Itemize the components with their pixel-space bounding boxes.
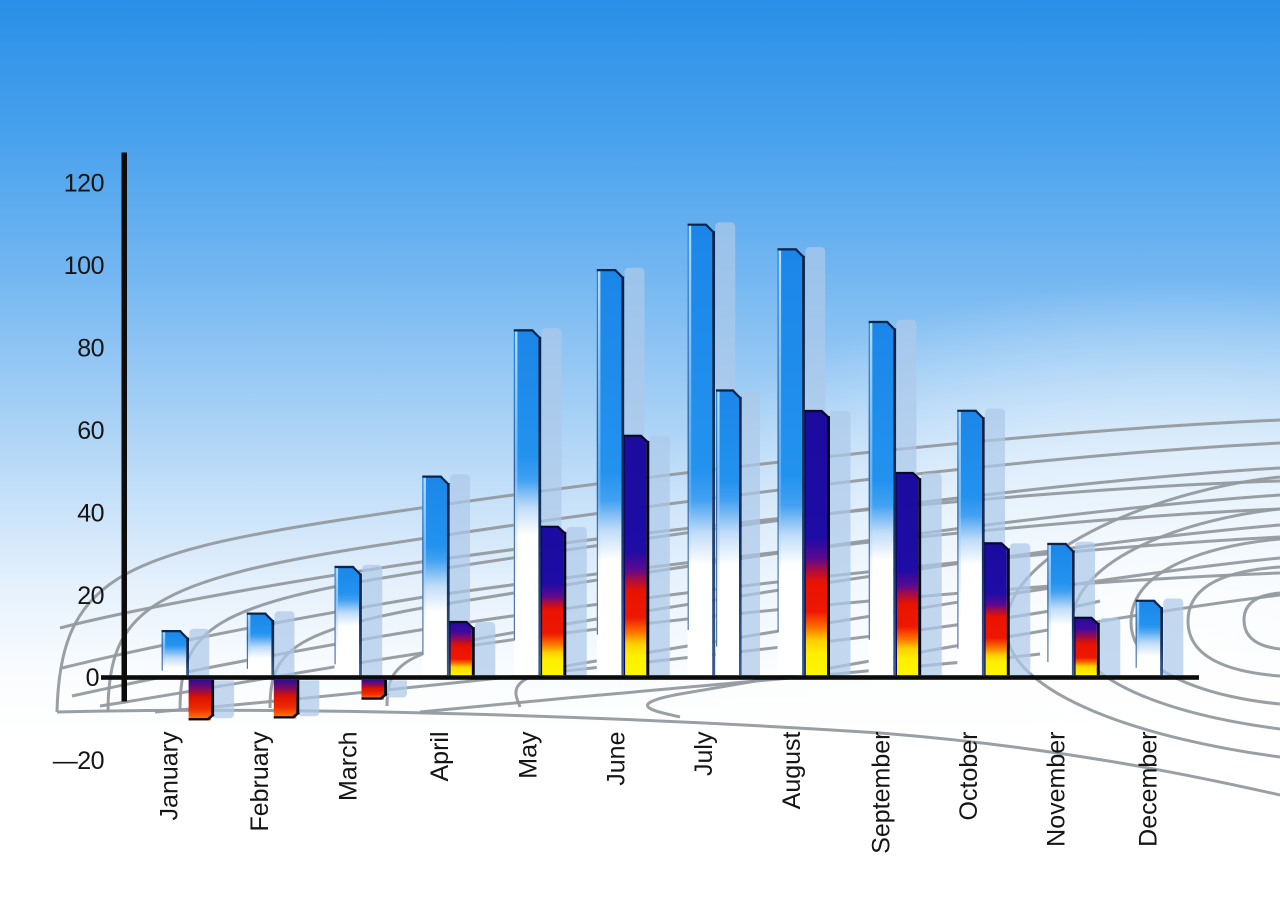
svg-text:—20: —20 xyxy=(53,747,104,775)
svg-text:120: 120 xyxy=(64,169,104,197)
svg-text:February: February xyxy=(246,731,274,832)
svg-text:October: October xyxy=(955,731,983,820)
svg-text:July: July xyxy=(690,731,718,776)
svg-text:100: 100 xyxy=(64,252,104,280)
svg-text:June: June xyxy=(603,732,631,786)
svg-text:September: September xyxy=(868,732,896,854)
svg-text:60: 60 xyxy=(77,417,104,445)
svg-text:August: August xyxy=(778,731,806,809)
svg-text:20: 20 xyxy=(77,582,104,610)
svg-text:40: 40 xyxy=(77,499,104,527)
svg-text:April: April xyxy=(426,732,454,782)
svg-text:March: March xyxy=(334,732,362,801)
svg-text:May: May xyxy=(514,731,542,779)
svg-text:January: January xyxy=(155,731,183,820)
svg-text:December: December xyxy=(1134,732,1162,847)
svg-text:November: November xyxy=(1043,732,1071,847)
svg-text:80: 80 xyxy=(77,334,104,362)
svg-text:0: 0 xyxy=(86,664,99,692)
